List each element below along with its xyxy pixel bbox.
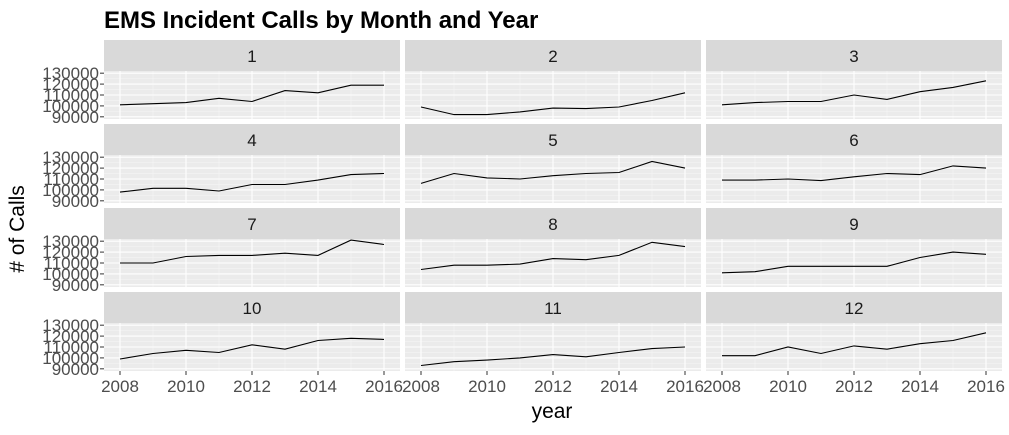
facet-strip-label: 2 (548, 47, 557, 66)
y-tick-label: 110000 (44, 170, 99, 189)
y-tick-label: 90000 (52, 108, 99, 127)
y-tick-label: 130000 (42, 316, 99, 335)
facet-strip (706, 292, 1002, 323)
y-tick-label: 120000 (42, 243, 99, 262)
facet-strip (706, 208, 1002, 239)
facet-strip-label: 7 (247, 215, 256, 234)
facet-strip-label: 5 (548, 131, 557, 150)
y-tick-label: 90000 (52, 192, 99, 211)
facet-panel-11: 11 2008 2010 2012 2014 2016 (402, 292, 704, 396)
facet-strip (104, 292, 400, 323)
y-tick-label: 120000 (42, 159, 99, 178)
series-line-month-2 (420, 92, 686, 116)
y-tick-label: 90000 (52, 360, 99, 379)
facet-strip-label: 4 (247, 131, 256, 150)
x-tick-label: 2010 (468, 377, 506, 396)
facet-panel-5: 5 (405, 124, 701, 203)
x-tick-label: 2010 (769, 377, 807, 396)
y-tick-label: 110000 (44, 338, 99, 357)
facet-strip-label: 12 (845, 299, 864, 318)
facet-strip (104, 208, 400, 239)
facet-strip (405, 40, 701, 71)
facet-strip (104, 40, 400, 71)
facet-strip-label: 1 (247, 47, 256, 66)
facet-panel-9: 9 (706, 208, 1002, 287)
y-tick-label: 100000 (42, 265, 99, 284)
facet-strip (405, 208, 701, 239)
facet-panel-12: 12 2008 2010 2012 2014 2016 (703, 292, 1005, 396)
facet-strip (104, 124, 400, 155)
facet-strip-label: 6 (849, 131, 858, 150)
facet-panel-3: 3 (706, 40, 1002, 119)
facet-strip (706, 40, 1002, 71)
x-tick-label: 2008 (101, 377, 139, 396)
x-tick-label: 2010 (167, 377, 205, 396)
x-tick-label: 2014 (600, 377, 638, 396)
x-axis-title: year (532, 400, 573, 423)
y-tick-label: 100000 (42, 349, 99, 368)
series-line-month-9 (721, 251, 987, 274)
facet-strip-label: 10 (243, 299, 262, 318)
x-tick-label: 2012 (835, 377, 873, 396)
facet-strip-label: 8 (548, 215, 557, 234)
y-tick-label: 120000 (42, 327, 99, 346)
x-tick-label: 2008 (703, 377, 741, 396)
y-axis-title: # of Calls (6, 185, 29, 273)
facet-strip (405, 292, 701, 323)
series-line-month-8 (420, 241, 686, 271)
x-tick-label: 2012 (233, 377, 271, 396)
y-tick-label: 130000 (42, 232, 99, 251)
series-line-month-4 (119, 172, 385, 193)
y-tick-label: 110000 (44, 254, 99, 273)
y-tick-label: 120000 (42, 75, 99, 94)
x-tick-label: 2014 (299, 377, 337, 396)
facet-strip-label: 3 (849, 47, 858, 66)
y-tick-label: 130000 (42, 148, 99, 167)
series-line-month-10 (119, 337, 385, 360)
x-tick-label: 2016 (967, 377, 1005, 396)
facet-strip (405, 124, 701, 155)
facet-strip-label: 11 (544, 299, 562, 318)
y-tick-label: 100000 (42, 97, 99, 116)
x-tick-label: 2016 (666, 377, 704, 396)
series-line-month-1 (119, 84, 384, 106)
x-tick-label: 2014 (901, 377, 939, 396)
facet-panel-2: 2 (405, 40, 701, 119)
series-line-month-3 (721, 80, 987, 106)
series-line-month-11 (420, 346, 686, 367)
series-line-month-12 (722, 332, 987, 357)
facet-panel-8: 8 (405, 208, 701, 287)
facet-strip (706, 124, 1002, 155)
chart-title: EMS Incident Calls by Month and Year (104, 7, 538, 34)
series-line-month-7 (120, 239, 385, 264)
facet-strip-label: 9 (849, 215, 858, 234)
y-tick-label: 100000 (42, 181, 99, 200)
x-tick-label: 2016 (365, 377, 403, 396)
x-tick-label: 2008 (402, 377, 440, 396)
series-line-month-6 (722, 165, 987, 182)
x-tick-label: 2012 (534, 377, 572, 396)
y-tick-label: 90000 (52, 276, 99, 295)
facet-panel-6: 6 (706, 124, 1002, 203)
y-tick-label: 130000 (42, 64, 99, 83)
series-line-month-5 (420, 160, 686, 184)
y-tick-label: 110000 (44, 86, 99, 105)
